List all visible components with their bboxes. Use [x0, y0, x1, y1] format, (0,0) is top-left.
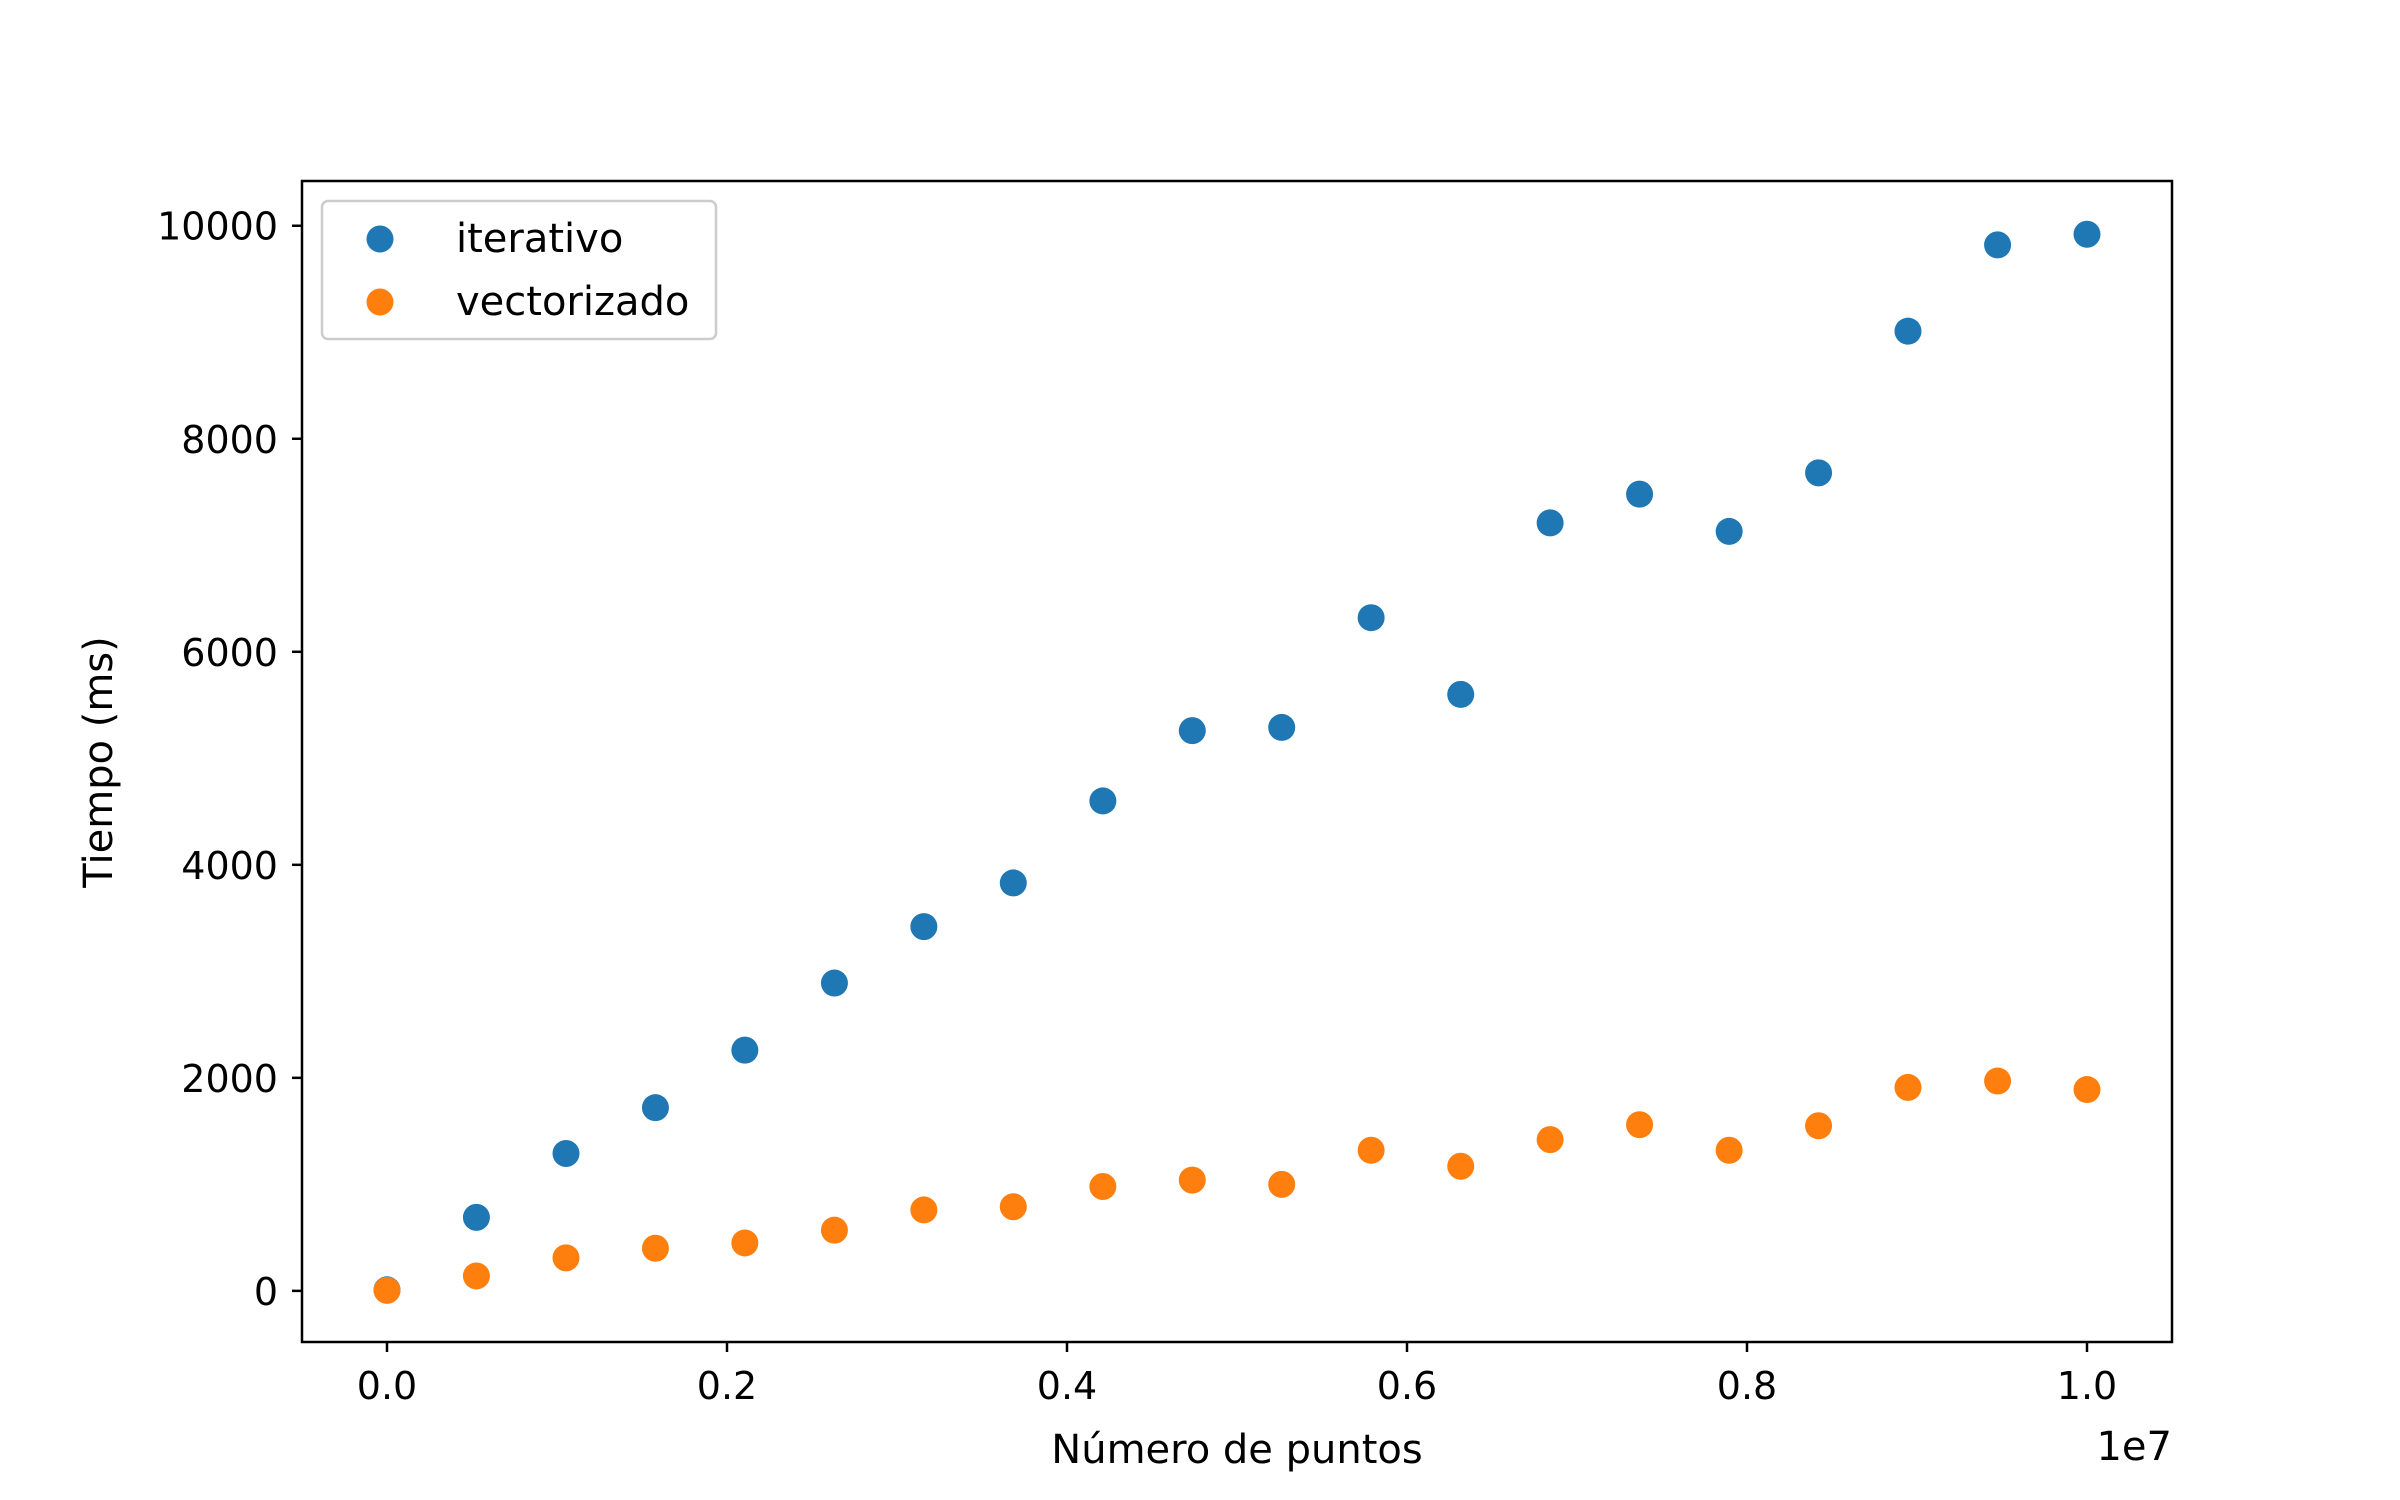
data-point-iterativo [1626, 480, 1654, 508]
y-axis-label: Tiempo (ms) [76, 636, 122, 888]
data-point-iterativo [1178, 717, 1206, 745]
plot-frame [300, 179, 2174, 1344]
data-point-vectorizado [820, 1216, 848, 1244]
x-tick-label: 0.4 [1037, 1364, 1097, 1408]
x-tick-label: 0.6 [1377, 1364, 1437, 1408]
data-point-iterativo [1447, 680, 1475, 708]
data-point-iterativo [1984, 231, 2012, 259]
legend-marker-vectorizado [366, 288, 394, 316]
data-point-vectorizado [462, 1262, 490, 1290]
data-point-vectorizado [1984, 1067, 2012, 1095]
data-point-iterativo [1805, 459, 1833, 487]
data-point-vectorizado [1805, 1112, 1833, 1140]
x-tick-label: 1.0 [2057, 1364, 2117, 1408]
legend-label-iterativo: iterativo [456, 216, 623, 262]
legend-label-vectorizado: vectorizado [456, 279, 689, 325]
x-tick-label: 0.8 [1717, 1364, 1777, 1408]
data-point-iterativo [820, 969, 848, 997]
data-point-vectorizado [2073, 1076, 2101, 1104]
data-point-iterativo [1268, 713, 1296, 741]
data-point-iterativo [1357, 604, 1385, 632]
data-point-iterativo [552, 1139, 580, 1167]
y-tick-label: 4000 [181, 844, 278, 888]
x-axis-offset-label: 1e7 [2096, 1424, 2172, 1470]
data-point-iterativo [1715, 517, 1743, 545]
legend: iterativo vectorizado [320, 199, 718, 341]
y-tick-label: 2000 [181, 1057, 278, 1101]
data-point-vectorizado [1089, 1172, 1117, 1200]
data-point-iterativo [1894, 317, 1922, 345]
data-point-vectorizado [1536, 1126, 1564, 1154]
y-tick-label: 0 [254, 1270, 278, 1314]
x-tick-label: 0.2 [697, 1364, 757, 1408]
x-axis-ticks: 0.0 0.2 0.4 0.6 0.8 1.0 [357, 1342, 2117, 1408]
y-tick-label: 10000 [157, 205, 278, 249]
data-point-vectorizado [1894, 1073, 1922, 1101]
data-point-vectorizado [731, 1229, 759, 1257]
data-point-iterativo [641, 1094, 669, 1122]
y-tick-label: 6000 [181, 631, 278, 675]
legend-box [320, 199, 718, 341]
x-axis-label: Número de puntos [1051, 1427, 1422, 1473]
x-tick-label: 0.0 [357, 1364, 417, 1408]
data-point-vectorizado [999, 1193, 1027, 1221]
data-point-iterativo [910, 913, 938, 941]
data-point-vectorizado [552, 1244, 580, 1272]
data-point-vectorizado [641, 1234, 669, 1262]
data-point-vectorizado [1268, 1170, 1296, 1198]
data-point-vectorizado [373, 1276, 401, 1304]
legend-marker-iterativo [366, 225, 394, 253]
data-point-iterativo [2073, 220, 2101, 248]
y-tick-label: 8000 [181, 418, 278, 462]
data-point-vectorizado [1447, 1152, 1475, 1180]
data-point-vectorizado [910, 1196, 938, 1224]
data-point-iterativo [731, 1036, 759, 1064]
data-point-iterativo [999, 869, 1027, 897]
data-point-vectorizado [1178, 1166, 1206, 1194]
data-point-vectorizado [1357, 1136, 1385, 1164]
data-points [373, 220, 2101, 1304]
y-axis-ticks: 0 2000 4000 6000 8000 10000 [157, 205, 302, 1314]
data-point-iterativo [1089, 787, 1117, 815]
data-point-iterativo [462, 1203, 490, 1231]
data-point-iterativo [1536, 509, 1564, 537]
data-point-vectorizado [1626, 1111, 1654, 1139]
data-point-vectorizado [1715, 1136, 1743, 1164]
